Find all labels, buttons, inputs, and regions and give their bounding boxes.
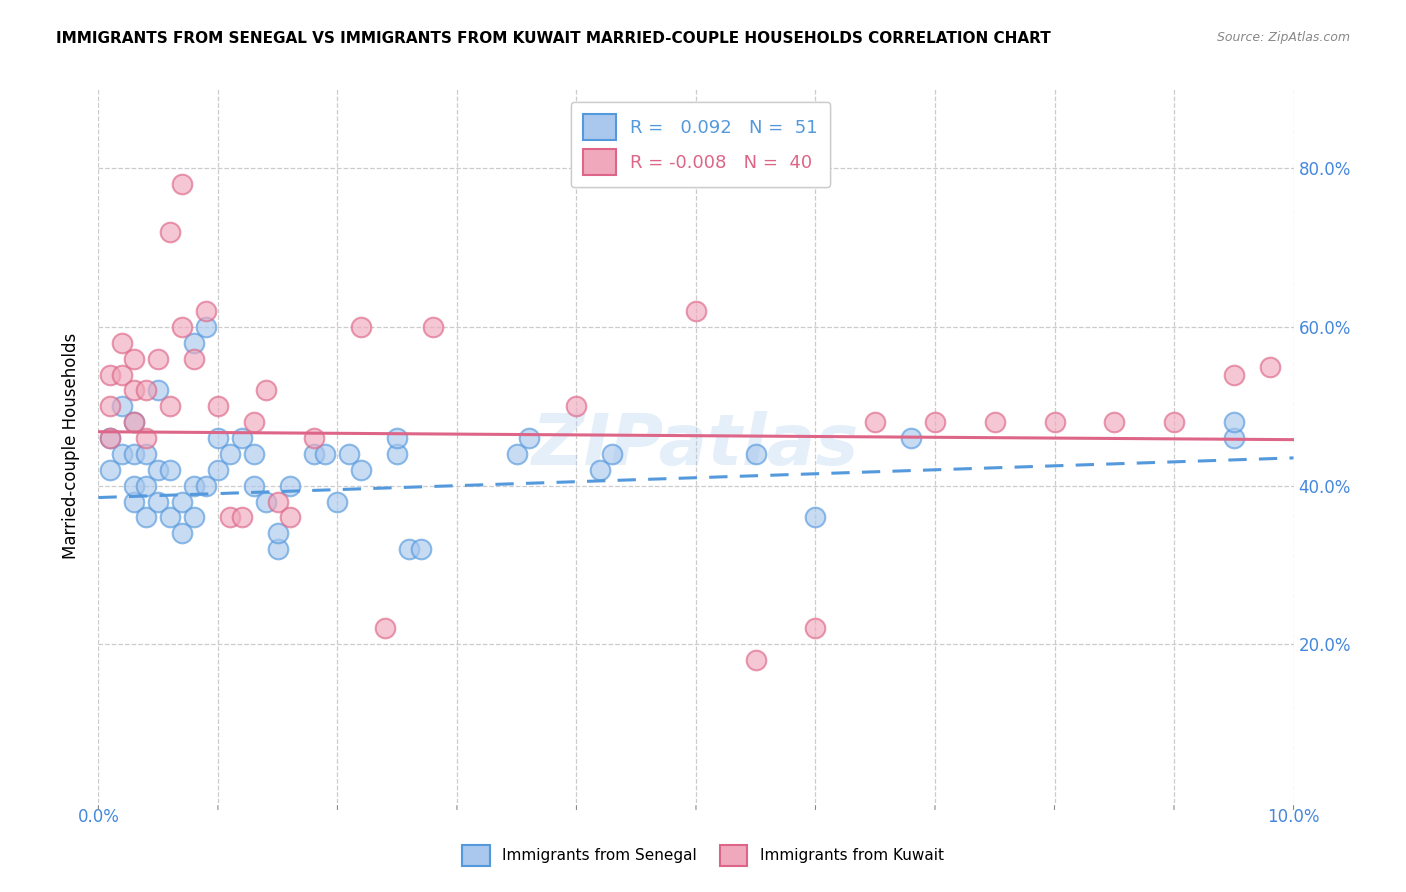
Point bbox=[350, 320, 373, 334]
Point bbox=[135, 431, 157, 445]
Text: Source: ZipAtlas.com: Source: ZipAtlas.com bbox=[1216, 31, 1350, 45]
Point bbox=[219, 510, 242, 524]
Point bbox=[1163, 415, 1185, 429]
Point bbox=[254, 494, 277, 508]
Point bbox=[135, 447, 157, 461]
Point bbox=[135, 478, 157, 492]
Legend: R =   0.092   N =  51, R = -0.008   N =  40: R = 0.092 N = 51, R = -0.008 N = 40 bbox=[571, 102, 831, 187]
Text: IMMIGRANTS FROM SENEGAL VS IMMIGRANTS FROM KUWAIT MARRIED-COUPLE HOUSEHOLDS CORR: IMMIGRANTS FROM SENEGAL VS IMMIGRANTS FR… bbox=[56, 31, 1052, 46]
Point bbox=[124, 384, 146, 398]
Point bbox=[278, 510, 301, 524]
Point bbox=[1258, 359, 1281, 374]
Point bbox=[159, 463, 181, 477]
Y-axis label: Married-couple Households: Married-couple Households bbox=[62, 333, 80, 559]
Point bbox=[302, 431, 325, 445]
Point bbox=[148, 494, 170, 508]
Text: ZIPatlas: ZIPatlas bbox=[533, 411, 859, 481]
Point bbox=[374, 621, 396, 635]
Point bbox=[183, 478, 205, 492]
Point bbox=[172, 320, 194, 334]
Point bbox=[804, 510, 827, 524]
Point bbox=[243, 447, 266, 461]
Point bbox=[565, 400, 588, 414]
Point bbox=[745, 447, 768, 461]
Point bbox=[326, 494, 349, 508]
Point bbox=[900, 431, 922, 445]
Point bbox=[159, 510, 181, 524]
Point bbox=[685, 304, 707, 318]
Point bbox=[183, 335, 205, 350]
Point bbox=[422, 320, 444, 334]
Point bbox=[100, 400, 122, 414]
Point bbox=[111, 447, 134, 461]
Point bbox=[745, 653, 768, 667]
Point bbox=[195, 320, 218, 334]
Point bbox=[148, 351, 170, 366]
Point bbox=[172, 178, 194, 192]
Point bbox=[411, 542, 433, 557]
Point bbox=[243, 478, 266, 492]
Point bbox=[159, 400, 181, 414]
Point bbox=[1043, 415, 1066, 429]
Point bbox=[385, 447, 409, 461]
Point bbox=[278, 478, 301, 492]
Point bbox=[267, 494, 290, 508]
Point bbox=[267, 542, 290, 557]
Point bbox=[135, 384, 157, 398]
Point bbox=[172, 494, 194, 508]
Point bbox=[315, 447, 337, 461]
Point bbox=[1223, 415, 1246, 429]
Point bbox=[100, 368, 122, 382]
Point bbox=[124, 351, 146, 366]
Legend: Immigrants from Senegal, Immigrants from Kuwait: Immigrants from Senegal, Immigrants from… bbox=[453, 836, 953, 875]
Point bbox=[254, 384, 277, 398]
Point bbox=[267, 526, 290, 541]
Point bbox=[804, 621, 827, 635]
Point bbox=[589, 463, 612, 477]
Point bbox=[207, 400, 229, 414]
Point bbox=[865, 415, 887, 429]
Point bbox=[111, 368, 134, 382]
Point bbox=[924, 415, 946, 429]
Point bbox=[195, 304, 218, 318]
Point bbox=[231, 510, 253, 524]
Point bbox=[602, 447, 624, 461]
Point bbox=[100, 463, 122, 477]
Point bbox=[124, 478, 146, 492]
Point bbox=[302, 447, 325, 461]
Point bbox=[219, 447, 242, 461]
Point bbox=[148, 463, 170, 477]
Point bbox=[243, 415, 266, 429]
Point bbox=[100, 431, 122, 445]
Point bbox=[1223, 368, 1246, 382]
Point bbox=[1104, 415, 1126, 429]
Point bbox=[350, 463, 373, 477]
Point bbox=[124, 415, 146, 429]
Point bbox=[159, 225, 181, 239]
Point bbox=[385, 431, 409, 445]
Point bbox=[517, 431, 540, 445]
Point bbox=[111, 400, 134, 414]
Point bbox=[984, 415, 1007, 429]
Point bbox=[195, 478, 218, 492]
Point bbox=[124, 494, 146, 508]
Point bbox=[231, 431, 253, 445]
Point bbox=[506, 447, 529, 461]
Point bbox=[148, 384, 170, 398]
Point bbox=[124, 415, 146, 429]
Point bbox=[124, 447, 146, 461]
Point bbox=[398, 542, 420, 557]
Point bbox=[172, 526, 194, 541]
Point bbox=[1223, 431, 1246, 445]
Point bbox=[135, 510, 157, 524]
Point bbox=[207, 463, 229, 477]
Point bbox=[183, 351, 205, 366]
Point bbox=[207, 431, 229, 445]
Point bbox=[339, 447, 360, 461]
Point bbox=[183, 510, 205, 524]
Point bbox=[111, 335, 134, 350]
Point bbox=[100, 431, 122, 445]
